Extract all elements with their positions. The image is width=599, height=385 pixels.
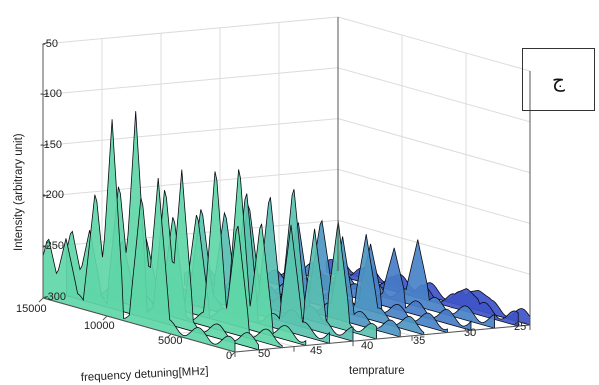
- x-tick-label: 10000: [84, 320, 115, 332]
- x-tick-labels: 15000 10000 5000 0: [16, 303, 232, 362]
- y-tick-label: 50: [258, 348, 270, 360]
- x-tick-mark: [166, 333, 172, 339]
- gridline: [337, 168, 531, 224]
- y-tick-label: 40: [361, 340, 373, 352]
- z-tick-mark: [42, 92, 49, 96]
- y-tick-label: 30: [464, 327, 476, 339]
- surface-slice: [42, 119, 236, 353]
- y-axis-title: temprature: [349, 365, 405, 377]
- x-tick-label: 15000: [16, 303, 47, 315]
- panel-label-box: ج: [522, 48, 595, 111]
- x-tick-label: 0: [226, 350, 232, 362]
- x-tick-mark: [230, 351, 236, 357]
- y-tick-label: 35: [413, 335, 425, 347]
- z-axis-title: Intensity (arbitrary unit): [13, 133, 25, 251]
- gridline: [42, 16, 339, 45]
- gridline: [337, 118, 531, 174]
- z-tick-mark: [42, 194, 49, 197]
- z-tick-label: -200: [42, 189, 64, 201]
- y-tick-labels: 50 45 40 35 30 25: [258, 321, 526, 360]
- y-tick-label: 45: [310, 345, 322, 357]
- x-axis-title: frequency detuning[MHz]: [81, 365, 209, 384]
- z-tick-label: -300: [44, 291, 66, 303]
- z-tick-mark: [42, 245, 49, 248]
- axis-edge: [234, 324, 531, 353]
- z-tick-mark: [42, 296, 49, 299]
- gridline: [337, 219, 531, 275]
- x-tick-mark: [38, 297, 44, 303]
- gridline: [337, 16, 531, 72]
- x-tick-mark: [102, 315, 108, 321]
- z-tick-label: -150: [40, 139, 62, 151]
- gridline: [42, 168, 339, 197]
- z-tick-mark: [42, 42, 49, 45]
- axis-edge: [42, 297, 236, 353]
- z-tick-label: -100: [40, 88, 62, 100]
- z-tick-mark: [42, 143, 49, 147]
- z-tick-labels: -50 -100 -150 -200 -250 -300: [40, 38, 66, 303]
- x-tick-label: 5000: [158, 335, 182, 347]
- z-tick-label: -250: [42, 240, 64, 252]
- axes-layer: [38, 17, 531, 357]
- panel-label-text: ج: [552, 67, 565, 92]
- gridline: [42, 118, 339, 147]
- y-tick-label: 25: [514, 321, 526, 333]
- gridline: [337, 67, 531, 123]
- z-tick-label: -50: [42, 38, 58, 50]
- surface-layer: [42, 111, 531, 353]
- gridline: [42, 67, 339, 96]
